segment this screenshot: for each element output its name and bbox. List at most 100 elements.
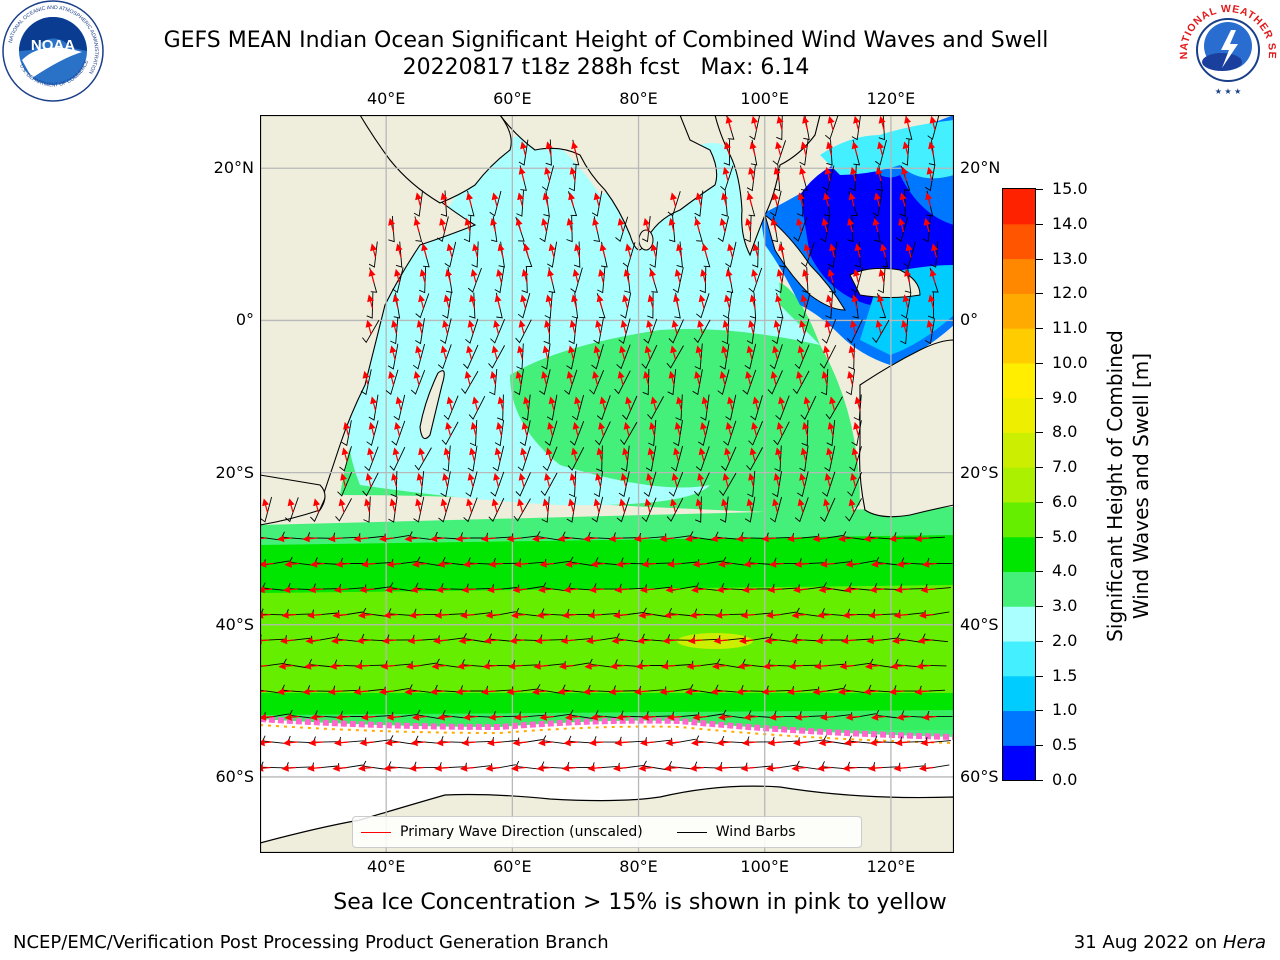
wave-direction-arrow [800, 447, 808, 462]
wave-direction-arrow [483, 637, 499, 645]
colorbar-tick-label: 4.0 [1052, 561, 1078, 581]
wind-barb [465, 471, 478, 498]
wave-direction-arrow [518, 166, 526, 182]
wave-direction-arrow [870, 560, 886, 568]
wind-barb [467, 267, 482, 293]
wind-barb [260, 662, 284, 667]
wave-direction-arrow [646, 472, 654, 488]
footer-machine: Hera [1222, 932, 1266, 953]
wave-direction-arrow [671, 472, 679, 488]
wind-barb [695, 446, 710, 472]
wave-direction-arrow [644, 345, 652, 360]
wave-direction-arrow [614, 586, 630, 594]
wave-direction-arrow [359, 739, 375, 747]
wave-direction-arrow [824, 319, 832, 335]
wave-direction-arrow [493, 472, 501, 488]
wave-direction-arrow [539, 560, 555, 568]
wave-direction-arrow [749, 294, 757, 309]
wind-barb [775, 395, 790, 421]
colorbar-segment [1003, 432, 1035, 468]
wave-direction-arrow [931, 243, 939, 258]
wind-barb [260, 536, 282, 541]
wave-direction-arrow [619, 498, 627, 513]
wave-direction-arrow [593, 498, 601, 513]
wave-direction-arrow [792, 586, 808, 594]
wave-direction-arrow [353, 688, 369, 696]
wave-direction-arrow [461, 586, 477, 594]
wave-direction-arrow [582, 535, 598, 543]
wave-direction-arrow [636, 637, 652, 645]
wave-direction-arrow [899, 192, 907, 207]
wind-barb [773, 421, 790, 446]
wave-direction-arrow [497, 396, 505, 411]
wave-direction-arrow [791, 764, 807, 772]
wave-direction-arrow [595, 319, 603, 335]
wave-direction-arrow [537, 739, 553, 747]
wave-direction-arrow [851, 141, 859, 156]
wave-direction-arrow [914, 688, 930, 696]
wave-direction-arrow [439, 217, 447, 233]
wave-direction-arrow [308, 739, 324, 747]
wave-direction-arrow [435, 739, 451, 747]
wave-direction-arrow [388, 370, 396, 386]
wave-direction-arrow [365, 319, 373, 335]
wind-barb [643, 318, 658, 344]
wind-barb [723, 420, 737, 446]
wave-direction-arrow [467, 319, 475, 335]
wind-barb [515, 472, 531, 497]
wave-direction-arrow [893, 611, 909, 619]
colorbar-tick-label: 0.0 [1052, 770, 1078, 789]
wave-height-map [259, 114, 955, 854]
wave-direction-arrow [596, 294, 604, 309]
wave-direction-arrow [571, 294, 579, 309]
wave-direction-arrow [765, 611, 781, 619]
wave-direction-arrow [410, 739, 426, 747]
wave-direction-arrow [925, 192, 933, 207]
wave-direction-arrow [641, 713, 657, 721]
wind-barb [748, 421, 764, 446]
colorbar-segment [1003, 293, 1035, 329]
wave-direction-arrow [491, 498, 499, 513]
wave-direction-arrow [666, 560, 682, 568]
wave-direction-arrow [260, 611, 271, 619]
wave-direction-arrow [592, 370, 600, 386]
wind-barb [488, 345, 505, 369]
colorbar-segment [1003, 571, 1035, 607]
wave-direction-arrow [826, 141, 834, 156]
wind-barb [440, 318, 452, 345]
wind-barb [825, 115, 839, 140]
wave-direction-arrow [445, 421, 453, 437]
wave-direction-arrow [544, 166, 552, 182]
wave-direction-arrow [335, 560, 351, 568]
wave-direction-arrow [660, 662, 676, 670]
wind-barb [438, 497, 451, 523]
wave-direction-arrow [877, 294, 885, 309]
wind-barb [772, 140, 787, 166]
noaa-logo: NOAA NATIONAL OCEANIC AND ATMOSPHERIC AD… [2, 0, 104, 102]
wave-direction-arrow [360, 713, 376, 721]
wave-direction-arrow [416, 472, 424, 488]
wind-barbs-legend-line [676, 831, 707, 833]
wave-direction-arrow [799, 319, 807, 335]
wave-direction-arrow [455, 688, 471, 696]
wave-direction-arrow [792, 739, 808, 747]
wave-direction-arrow [434, 611, 450, 619]
wind-barb [668, 471, 684, 497]
wave-direction-arrow [824, 166, 832, 182]
wind-barb [393, 394, 406, 421]
wave-direction-arrow [429, 688, 445, 696]
wave-direction-arrow [599, 243, 607, 258]
wind-barb [800, 242, 815, 268]
wind-barb [444, 241, 457, 268]
graticule [260, 115, 954, 853]
wind-barb [819, 344, 837, 369]
wave-direction-arrow [670, 345, 678, 360]
wave-direction-arrow [276, 535, 292, 543]
lat-tick-right: 20°S [960, 462, 999, 482]
wave-direction-arrow [593, 345, 601, 360]
wind-barb [415, 293, 430, 319]
wave-direction-arrow [724, 447, 732, 462]
wave-direction-arrow [837, 688, 853, 696]
wave-direction-arrow [415, 498, 423, 513]
wave-direction-arrow [845, 560, 861, 568]
